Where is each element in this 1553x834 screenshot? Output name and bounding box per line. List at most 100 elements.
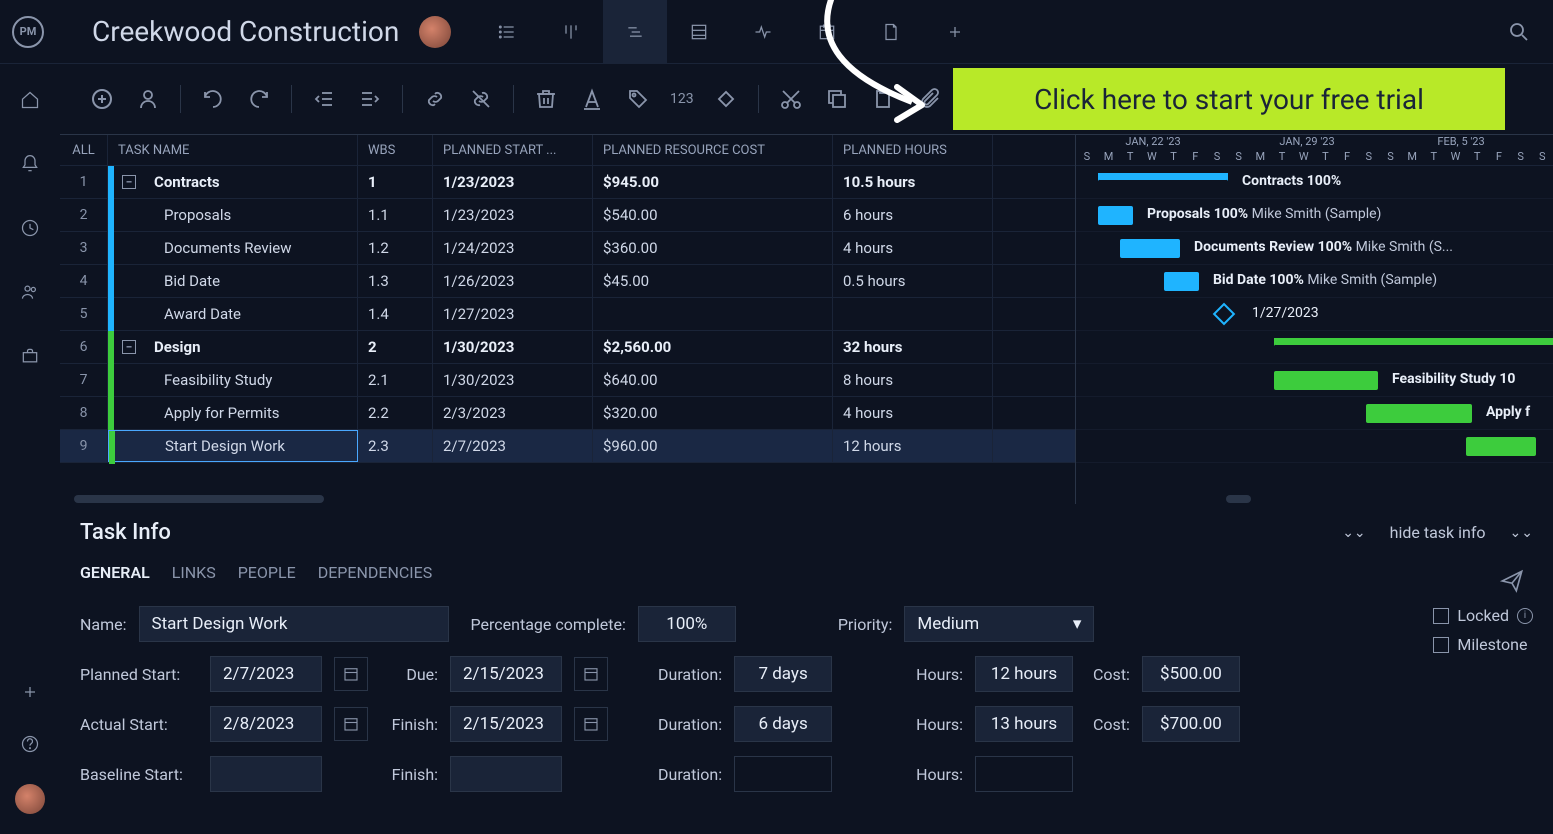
undo-button[interactable] [199,85,227,113]
activity-view-tab[interactable] [731,0,795,64]
gantt-row[interactable]: Documents Review 100% Mike Smith (S... [1076,232,1553,265]
col-hours[interactable]: PLANNED HOURS [833,135,993,165]
board-view-tab[interactable] [539,0,603,64]
tab-people[interactable]: PEOPLE [238,563,296,582]
table-row[interactable]: 7Feasibility Study2.11/30/2023$640.008 h… [60,364,1075,397]
gantt-row[interactable]: Contracts 100% [1076,166,1553,199]
pct-input[interactable] [638,606,736,642]
outdent-button[interactable] [310,85,338,113]
actual-start-input[interactable] [210,706,322,742]
grid-hscroll[interactable] [60,494,1075,504]
briefcase-icon[interactable] [18,344,42,368]
info-icon[interactable]: i [1517,608,1533,624]
cut-button[interactable] [777,85,805,113]
due-input[interactable] [450,656,562,692]
table-row[interactable]: 9Start Design Work2.32/7/2023$960.0012 h… [60,430,1075,463]
col-cost[interactable]: PLANNED RESOURCE COST [593,135,833,165]
gantt-milestone[interactable] [1213,303,1236,326]
user-avatar[interactable] [15,784,45,814]
search-icon[interactable] [1505,18,1533,46]
name-input[interactable] [139,606,449,642]
cta-banner[interactable]: Click here to start your free trial [953,68,1505,130]
sheet-view-tab[interactable] [667,0,731,64]
gantt-row[interactable]: Feasibility Study 10 [1076,364,1553,397]
gantt-bar[interactable] [1164,272,1199,291]
hide-task-info[interactable]: ⌄⌄ hide task info ⌄⌄ [1342,523,1533,542]
unlink-button[interactable] [467,85,495,113]
collapse-toggle[interactable]: − [122,175,136,189]
help-icon[interactable] [18,732,42,756]
send-icon[interactable] [1499,568,1525,598]
assign-button[interactable] [134,85,162,113]
add-view-tab[interactable] [923,0,987,64]
cost2-input[interactable] [1142,706,1240,742]
col-start[interactable]: PLANNED START ... [433,135,593,165]
gantt-row[interactable] [1076,430,1553,463]
gantt-row[interactable]: Bid Date 100% Mike Smith (Sample) [1076,265,1553,298]
table-row[interactable]: 3Documents Review1.21/24/2023$360.004 ho… [60,232,1075,265]
gantt-row[interactable]: Apply f [1076,397,1553,430]
duration2-input[interactable] [734,706,832,742]
table-row[interactable]: 2Proposals1.11/23/2023$540.006 hours [60,199,1075,232]
baseline-hours-input[interactable] [975,756,1073,792]
hours1-input[interactable] [975,656,1073,692]
attach-button[interactable] [915,85,943,113]
table-row[interactable]: 5Award Date1.41/27/2023 [60,298,1075,331]
priority-select[interactable]: Medium▾ [904,606,1094,642]
table-row[interactable]: 1−Contracts11/23/2023$945.0010.5 hours [60,166,1075,199]
gantt-bar[interactable] [1274,371,1378,390]
table-row[interactable]: 6−Design21/30/2023$2,560.0032 hours [60,331,1075,364]
gantt-body[interactable]: Contracts 100%Proposals 100% Mike Smith … [1076,166,1553,463]
calendar-icon[interactable] [334,657,368,691]
tag-button[interactable] [624,85,652,113]
logo[interactable]: PM [12,16,44,48]
baseline-duration-input[interactable] [734,756,832,792]
gantt-bar[interactable] [1366,404,1472,423]
copy-button[interactable] [823,85,851,113]
gantt-row[interactable]: Proposals 100% Mike Smith (Sample) [1076,199,1553,232]
milestone-checkbox[interactable] [1433,637,1449,653]
text-format-button[interactable] [578,85,606,113]
baseline-finish-input[interactable] [450,756,562,792]
notifications-icon[interactable] [18,152,42,176]
col-name[interactable]: TASK NAME [108,135,358,165]
collapse-toggle[interactable]: − [122,340,136,354]
table-row[interactable]: 4Bid Date1.31/26/2023$45.000.5 hours [60,265,1075,298]
people-icon[interactable] [18,280,42,304]
finish-input[interactable] [450,706,562,742]
tab-links[interactable]: LINKS [172,563,216,582]
cost1-input[interactable] [1142,656,1240,692]
add-task-button[interactable] [88,85,116,113]
gantt-hscroll[interactable] [1076,494,1553,504]
gantt-row[interactable] [1076,331,1553,364]
gantt-bar[interactable] [1466,437,1536,456]
link-button[interactable] [421,85,449,113]
locked-checkbox[interactable] [1433,608,1449,624]
tab-dependencies[interactable]: DEPENDENCIES [318,563,433,582]
list-view-tab[interactable] [475,0,539,64]
home-icon[interactable] [18,88,42,112]
calendar-view-tab[interactable] [795,0,859,64]
gantt-row[interactable]: 1/27/2023 [1076,298,1553,331]
calendar-icon[interactable] [574,707,608,741]
baseline-start-input[interactable] [210,756,322,792]
avatar[interactable] [419,16,451,48]
gantt-view-tab[interactable] [603,0,667,64]
table-row[interactable]: 8Apply for Permits2.22/3/2023$320.004 ho… [60,397,1075,430]
tab-general[interactable]: GENERAL [80,563,150,582]
hours2-input[interactable] [975,706,1073,742]
col-all[interactable]: ALL [60,135,108,165]
gantt-bar[interactable] [1120,239,1180,258]
col-wbs[interactable]: WBS [358,135,433,165]
recent-icon[interactable] [18,216,42,240]
gantt-bar[interactable] [1274,338,1553,345]
gantt-bar[interactable] [1098,206,1133,225]
gantt-bar[interactable] [1098,173,1228,180]
redo-button[interactable] [245,85,273,113]
paste-button[interactable] [869,85,897,113]
delete-button[interactable] [532,85,560,113]
indent-button[interactable] [356,85,384,113]
duration1-input[interactable] [734,656,832,692]
milestone-tool[interactable] [712,85,740,113]
add-icon[interactable] [18,680,42,704]
